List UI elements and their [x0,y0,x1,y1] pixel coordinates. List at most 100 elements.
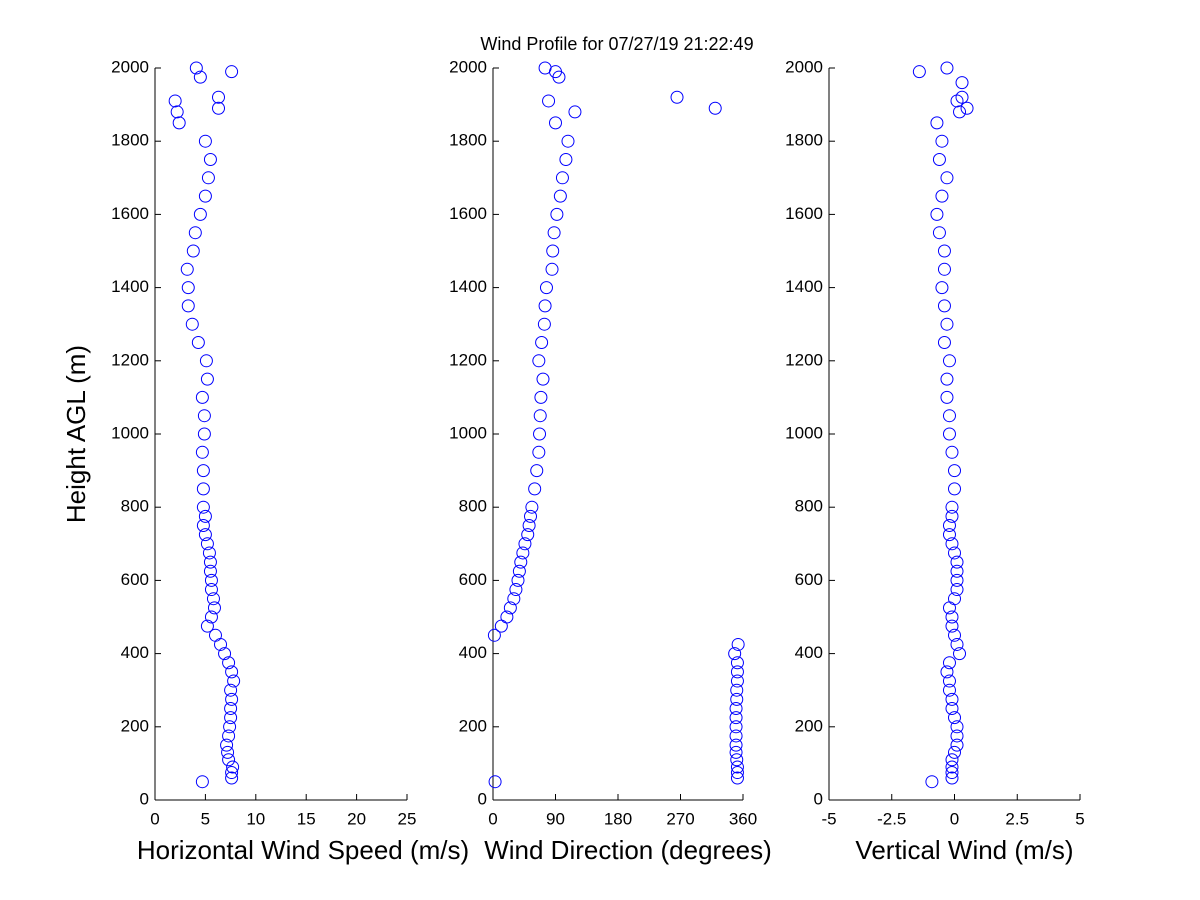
point [542,94,556,108]
x-tick-label: 0 [150,809,159,828]
point [945,766,959,780]
point [950,583,964,597]
point [200,372,214,386]
point [549,116,562,130]
y-tick-label: 200 [459,716,487,735]
point [942,409,956,423]
point [170,105,184,119]
point [937,244,951,258]
point [729,711,743,725]
y-tick-label: 1400 [449,277,487,296]
point [536,372,550,386]
point [221,745,235,759]
x-tick-label: 15 [297,809,316,828]
point [559,153,573,166]
y-tick-label: 1800 [449,131,487,150]
x-tick-label: 360 [729,809,757,828]
point [730,692,744,706]
point [225,692,239,706]
point [945,537,959,551]
point [730,656,744,670]
point [729,702,743,715]
point [524,509,537,523]
y-tick-label: 1200 [111,350,149,369]
point [537,317,551,331]
y-tick-label: 400 [795,643,823,662]
x-tick-label: 180 [604,809,632,828]
point [181,299,195,313]
point [945,610,959,624]
point [212,101,226,115]
point [940,61,954,75]
point [197,409,211,423]
y-tick-label: 800 [459,497,487,516]
point [195,775,209,789]
point [937,336,951,349]
point [514,555,528,569]
point [539,281,553,295]
point [942,528,956,542]
point [730,766,744,780]
y-tick-label: 0 [140,789,149,808]
point [525,500,539,514]
point [202,546,216,560]
y-tick-label: 1000 [111,423,149,442]
y-tick-label: 1200 [785,350,823,369]
point [950,738,964,752]
point [555,171,569,185]
point [168,94,182,108]
point [950,637,964,651]
point [207,601,221,615]
point [545,262,559,276]
point [222,753,236,767]
point [730,683,744,697]
point [960,101,974,115]
y-tick-label: 1600 [111,204,149,223]
point [193,207,207,221]
point [181,281,195,295]
y-tick-label: 2000 [785,57,823,76]
point [729,729,743,743]
point [935,189,949,203]
point [948,464,961,478]
point [935,134,949,148]
point [547,226,561,240]
point [728,647,742,661]
point [534,390,548,404]
point [189,61,203,75]
point [955,90,969,104]
point [950,729,964,743]
point [948,546,961,560]
y-tick-label: 800 [795,497,823,516]
point [945,509,959,523]
point [225,65,239,79]
point [942,427,956,441]
point [220,738,234,752]
point [670,90,684,104]
point [222,656,236,670]
y-tick-label: 800 [121,497,149,516]
point [198,509,212,523]
point [487,628,501,642]
point [729,720,743,734]
point [553,189,567,203]
y-tick-label: 1000 [785,423,823,442]
point [186,244,200,258]
point [201,171,215,185]
point [199,354,213,368]
point [200,537,214,551]
point [945,500,959,514]
point [203,555,217,569]
point [195,445,209,459]
point [942,683,956,697]
point [509,583,523,597]
point [942,519,956,532]
point [940,390,954,404]
y-tick-label: 200 [795,716,823,735]
point [729,745,743,759]
point [930,116,944,130]
point [930,207,944,221]
x-tick-label: 2.5 [1005,809,1029,828]
point [224,702,238,715]
